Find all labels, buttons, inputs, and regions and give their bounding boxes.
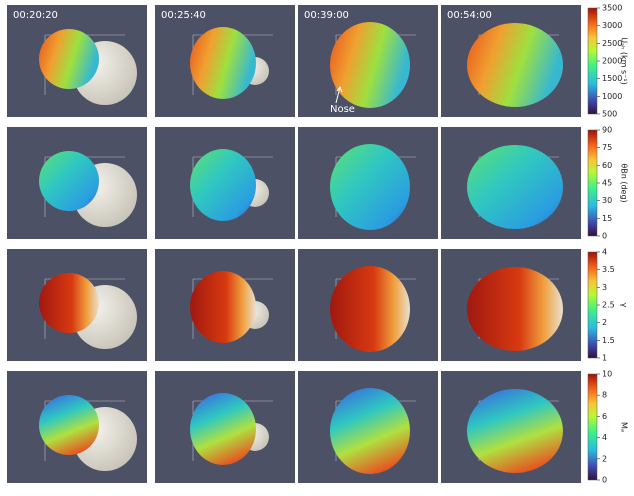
shock-surface [330,144,410,230]
panel [155,127,295,239]
shock-surface [467,145,563,229]
colorbar-tick-label: 8 [602,391,607,400]
colorbar-label: θBn (deg) [620,163,629,202]
shock-surface [39,29,99,89]
time-label: 00:54:00 [447,10,492,21]
panel [441,371,581,483]
colorbar-tick-label: 2 [602,454,607,463]
panel: 00:54:00 [441,5,581,117]
shock-surface [467,23,563,107]
colorbar: 0 15 30 45 60 75 90 θBn (deg) [587,126,629,241]
time-label: 00:20:20 [13,10,58,21]
shock-surface [39,395,99,455]
shock-surface [190,271,256,343]
colorbar-tick-label: 90 [602,126,612,135]
colorbar: 1 1.5 2 2.5 3 3.5 4 γ [587,248,629,363]
colorbar-tick-label: 1.5 [602,336,615,345]
colorbar-tick-label: 2 [602,318,607,327]
panel [155,249,295,361]
colorbar-tick-label: 10 [602,370,612,379]
panel [7,371,147,483]
shock-surface [190,393,256,465]
shock-surface [39,151,99,211]
colorbar-label: γ [620,303,629,308]
colorbar-gradient [587,129,598,237]
shock-surface [330,388,410,474]
shock-surface [467,267,563,351]
colorbar-tick-label: 3000 [602,21,622,30]
colorbar-tick-label: 45 [602,179,612,188]
panel [298,127,438,239]
panel [155,371,295,483]
time-label: 00:39:00 [304,10,349,21]
panel: 00:39:00 Nose [298,5,438,117]
shock-surface [330,22,410,108]
colorbar-tick-label: 3500 [602,4,622,13]
shock-surface [190,149,256,221]
time-label: 00:25:40 [161,10,206,21]
panel-grid: 00:20:20 00:25:40 00:39:00 Nose 00:54:00 [7,5,581,483]
colorbar-tick-label: 4 [602,248,607,257]
shock-surface [330,266,410,352]
colorbar-tick-label: 6 [602,412,607,421]
annotation: Nose [330,104,355,115]
colorbar-tick-label: 3 [602,283,607,292]
colorbar-tick-label: 1000 [602,92,622,101]
shock-surface [39,273,99,333]
panel: 00:25:40 [155,5,295,117]
colorbar-tick-label: 2500 [602,39,622,48]
panel [298,371,438,483]
colorbar-tick-label: 15 [602,214,612,223]
colorbar: 500 1000 1500 2000 2500 3000 3500 Uₛₕ (km s⁻¹) [587,4,629,119]
colorbar-gradient [587,373,598,481]
colorbar-tick-label: 2.5 [602,301,615,310]
panel [7,127,147,239]
colorbar-tick-label: 1500 [602,74,622,83]
panel [441,127,581,239]
shock-surface [467,389,563,473]
panel [441,249,581,361]
colorbar-tick-label: 3.5 [602,265,615,274]
colorbar-gradient [587,7,598,115]
colorbar-tick-label: 1 [602,354,607,363]
panel [298,249,438,361]
colorbar-label: Uₛₕ (km s⁻¹) [620,37,629,84]
colorbar: 0 2 4 6 8 10 Mₐ [587,370,629,485]
shock-surface [190,27,256,99]
panel: 00:20:20 [7,5,147,117]
colorbar-gradient [587,251,598,359]
colorbar-tick-label: 30 [602,196,612,205]
colorbar-label: Mₐ [620,422,629,432]
panel [7,249,147,361]
colorbar-tick-label: 0 [602,476,607,485]
colorbar-tick-label: 4 [602,433,607,442]
colorbar-tick-label: 0 [602,232,607,241]
colorbar-tick-label: 500 [602,110,617,119]
annotation-arrow [335,85,343,104]
colorbar-tick-label: 60 [602,161,612,170]
colorbar-tick-label: 2000 [602,57,622,66]
colorbar-tick-label: 75 [602,143,612,152]
